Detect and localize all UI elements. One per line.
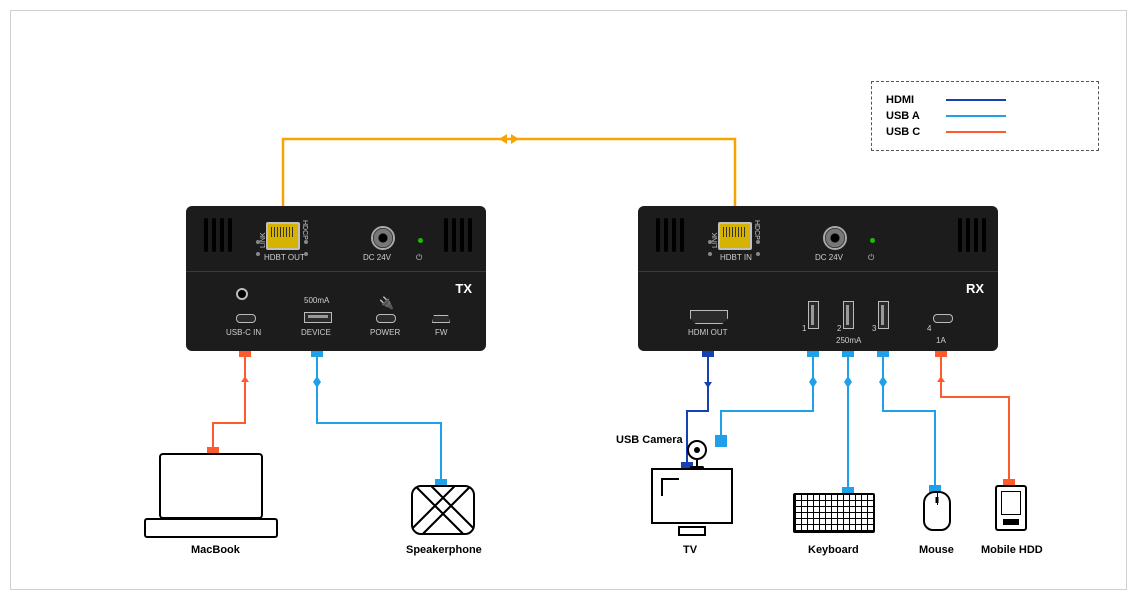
vent-slot	[656, 218, 660, 252]
peripheral-label: USB Camera	[616, 434, 683, 446]
group-label: 250mA	[836, 336, 861, 345]
port-label-power: POWER	[370, 328, 400, 337]
group-label: 1A	[936, 336, 946, 345]
legend-label: HDMI	[886, 94, 934, 106]
dc-jack	[823, 226, 847, 250]
hdbt-label: HDBT OUT	[264, 253, 305, 262]
vent-slot	[468, 218, 472, 252]
legend-box: HDMI USB A USB C	[871, 81, 1099, 151]
port-num-usb1: 1	[802, 324, 806, 333]
hdd-icon	[995, 485, 1027, 531]
dc-label: DC 24V	[815, 253, 843, 262]
port-device	[304, 312, 332, 323]
port-usbc_in	[236, 314, 256, 323]
power-led	[870, 238, 875, 243]
power-glyph: ⏻	[416, 253, 422, 263]
vent-slot	[974, 218, 978, 252]
cable-mouse-usba	[883, 351, 935, 491]
audio-jack	[236, 288, 248, 300]
plug-icon: 🔌	[379, 296, 394, 310]
port-num-usb2: 2	[837, 324, 841, 333]
cam-icon	[687, 440, 707, 469]
diagram-canvas: HDMI USB A USB C TX HDBT OUT LINK HDCP DC 24V…	[10, 10, 1127, 590]
status-led	[708, 252, 712, 256]
tv-icon	[651, 468, 733, 536]
port-fw	[432, 315, 450, 323]
power-led	[418, 238, 423, 243]
peripheral-label: Mobile HDD	[981, 544, 1043, 556]
link-label: LINK	[712, 232, 719, 248]
cable-macbook-usbc	[213, 351, 245, 453]
legend-row-usb-c: USB C	[886, 126, 1084, 138]
legend-swatch	[946, 131, 1006, 133]
hdcp-label: HDCP	[301, 220, 308, 240]
status-led	[304, 252, 308, 256]
port-hdmi_out	[690, 310, 728, 324]
vent-slot	[460, 218, 464, 252]
laptop-icon	[159, 453, 263, 538]
port-label-fw: FW	[435, 328, 447, 337]
status-led	[756, 252, 760, 256]
cable-hdd-usbc	[941, 351, 1009, 485]
vent-slot	[982, 218, 986, 252]
vent-slot	[228, 218, 232, 252]
port-label-hdmi_out: HDMI OUT	[688, 328, 728, 337]
vent-slot	[220, 218, 224, 252]
vent-slot	[966, 218, 970, 252]
legend-label: USB C	[886, 126, 934, 138]
status-led	[756, 240, 760, 244]
rx-role-label: RX	[966, 281, 984, 296]
vent-slot	[958, 218, 962, 252]
hdbt-label: HDBT IN	[720, 253, 752, 262]
port-usb3	[878, 301, 889, 329]
port-num-usbc4: 4	[927, 324, 931, 333]
port-above-label-device: 500mA	[304, 296, 329, 305]
cable-cam-usba	[721, 351, 813, 441]
port-num-usb3: 3	[872, 324, 876, 333]
port-usbc4	[933, 314, 953, 323]
vent-slot	[452, 218, 456, 252]
tx-role-label: TX	[455, 281, 472, 296]
hdcp-label: HDCP	[753, 220, 760, 240]
port-power	[376, 314, 396, 323]
peripheral-label: Speakerphone	[406, 544, 482, 556]
port-usb2	[843, 301, 854, 329]
dc-label: DC 24V	[363, 253, 391, 262]
port-label-usbc_in: USB-C IN	[226, 328, 261, 337]
vent-slot	[212, 218, 216, 252]
dc-jack	[371, 226, 395, 250]
status-led	[304, 240, 308, 244]
cable-speaker-usba	[317, 351, 441, 485]
legend-label: USB A	[886, 110, 934, 122]
rx-device: RX HDBT INLINK HDCP DC 24V ⏻ HDMI OUT 1 2 3 4 250…	[638, 206, 998, 351]
power-glyph: ⏻	[868, 253, 874, 263]
peripheral-label: Keyboard	[808, 544, 859, 556]
status-led	[256, 252, 260, 256]
rj45-port	[266, 222, 300, 250]
link-label: LINK	[260, 232, 267, 248]
vent-slot	[204, 218, 208, 252]
legend-swatch	[946, 115, 1006, 117]
status-led	[256, 240, 260, 244]
rj45-port	[718, 222, 752, 250]
port-usb1	[808, 301, 819, 329]
status-led	[708, 240, 712, 244]
mouse-icon	[923, 491, 951, 531]
vent-slot	[664, 218, 668, 252]
tx-device: TX HDBT OUT LINK HDCP DC 24V ⏻ USB-C IN DEVICE…	[186, 206, 486, 351]
peripheral-label: Mouse	[919, 544, 954, 556]
legend-swatch	[946, 99, 1006, 101]
peripheral-label: TV	[683, 544, 697, 556]
port-label-device: DEVICE	[301, 328, 331, 337]
legend-row-hdmi: HDMI	[886, 94, 1084, 106]
vent-slot	[680, 218, 684, 252]
vent-slot	[444, 218, 448, 252]
speakerphone-icon	[411, 485, 475, 535]
vent-slot	[672, 218, 676, 252]
keyboard-icon	[793, 493, 875, 533]
legend-row-usb-a: USB A	[886, 110, 1084, 122]
peripheral-label: MacBook	[191, 544, 240, 556]
